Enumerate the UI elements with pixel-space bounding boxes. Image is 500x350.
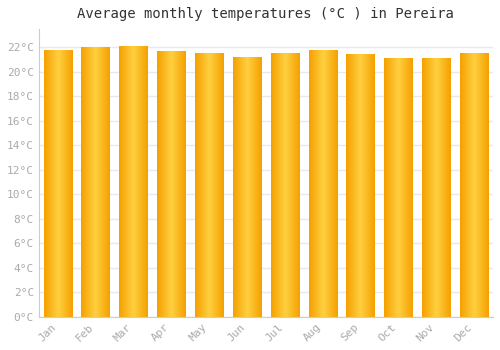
Title: Average monthly temperatures (°C ) in Pereira: Average monthly temperatures (°C ) in Pe… bbox=[78, 7, 454, 21]
